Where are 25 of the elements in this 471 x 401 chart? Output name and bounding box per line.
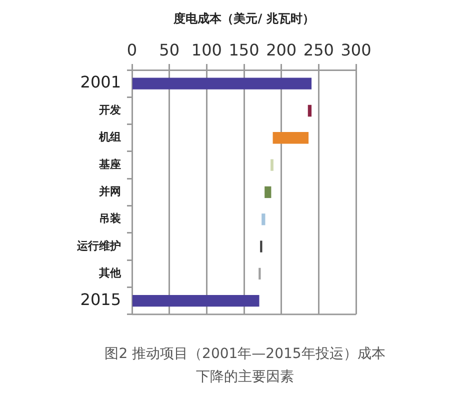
x-tick-label: 50: [159, 40, 180, 60]
y-tick-label: 机组: [98, 130, 121, 144]
x-axis-title: 度电成本（美元/ 兆瓦时）: [172, 11, 314, 26]
x-tick-label: 150: [228, 40, 260, 60]
x-tick-label: 250: [303, 40, 334, 60]
bar: [272, 132, 309, 144]
x-tick-label: 0: [126, 40, 138, 60]
y-tick-label: 其他: [98, 266, 122, 280]
caption: 图2 推动项目（2001年—2015年投运）成本下降的主要因素: [104, 345, 386, 387]
y-tick-label: 2001: [80, 72, 121, 92]
bar: [132, 294, 260, 307]
y-tick-label: 吊装: [99, 212, 121, 226]
y-tick-label: 基座: [98, 158, 121, 171]
y-tick-label: 运行维护: [76, 239, 121, 252]
bar: [262, 214, 266, 226]
y-tick-label: 并网: [98, 185, 121, 198]
bar: [270, 159, 274, 171]
bar: [264, 186, 272, 198]
y-tick-label: 开发: [98, 104, 121, 117]
y-tick-label: 2015: [80, 290, 121, 309]
bar: [308, 104, 312, 117]
bar: [132, 78, 312, 90]
x-tick-label: 100: [191, 40, 222, 60]
x-tick-label: 200: [266, 40, 297, 60]
x-tick-label: 300: [340, 40, 372, 60]
